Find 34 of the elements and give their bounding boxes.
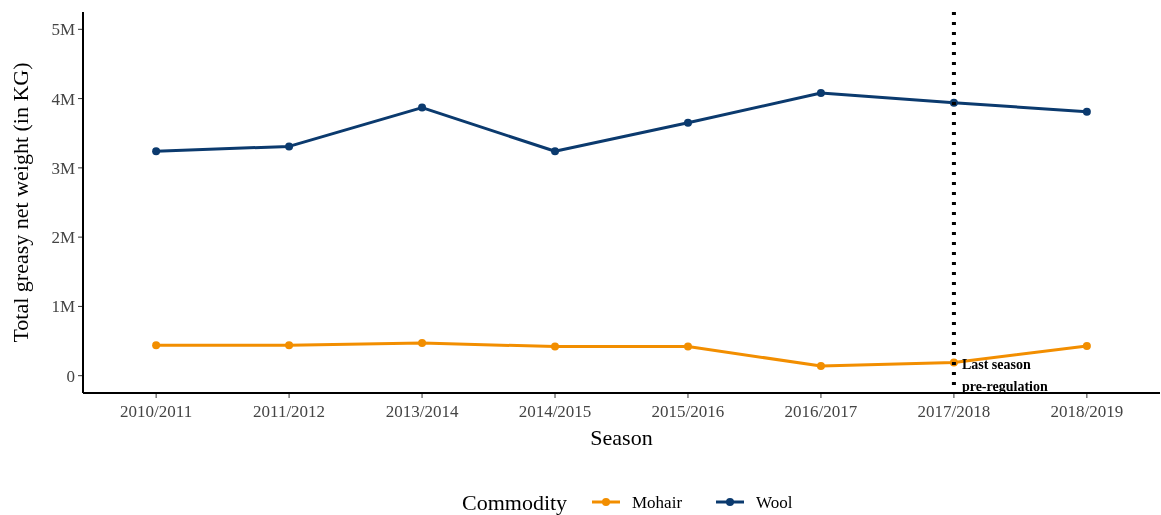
x-axis-title: Season	[590, 425, 653, 450]
legend-label: Wool	[756, 493, 793, 512]
point	[1082, 107, 1091, 116]
point	[816, 361, 825, 370]
x-tick-label: 2010/2011	[120, 402, 193, 421]
x-tick-label: 2015/2016	[651, 402, 725, 421]
y-tick-label: 4M	[51, 89, 75, 109]
point	[683, 342, 692, 351]
point	[152, 341, 161, 350]
point	[683, 118, 692, 127]
point	[152, 147, 161, 156]
x-tick-label: 2014/2015	[518, 402, 592, 421]
point	[285, 341, 294, 350]
annotation: Last season pre-regulation	[961, 356, 1048, 394]
point	[418, 103, 427, 112]
point	[551, 342, 560, 351]
x-tick-label: 2013/2014	[385, 402, 459, 421]
point	[816, 89, 825, 98]
y-tick-label: 2M	[51, 228, 75, 248]
point	[285, 142, 294, 151]
x-tick-label: 2011/2012	[253, 402, 326, 421]
y-tick-label: 3M	[51, 158, 75, 178]
y-tick-label: 0	[66, 366, 75, 386]
point	[551, 147, 560, 156]
x-tick-label: 2016/2017	[784, 402, 858, 421]
y-tick-label: 5M	[51, 20, 75, 40]
legend-label: Mohair	[632, 493, 683, 512]
legend-title: Commodity	[462, 490, 568, 515]
x-tick-label: 2017/2018	[917, 402, 991, 421]
point	[1082, 341, 1091, 350]
point	[418, 339, 427, 348]
y-axis-title: Total greasy net weight (in KG)	[8, 62, 33, 343]
y-tick-label: 1M	[51, 297, 75, 317]
x-tick-label: 2018/2019	[1050, 402, 1124, 421]
